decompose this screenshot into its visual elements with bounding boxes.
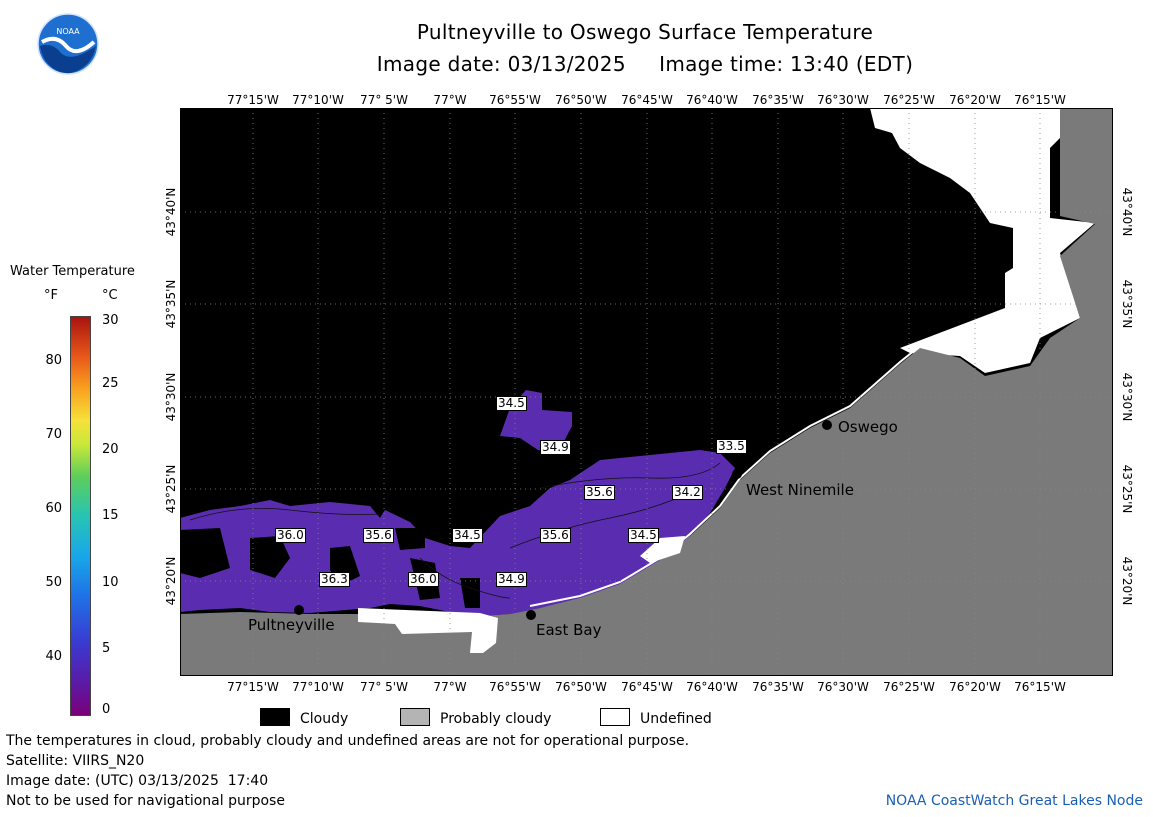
lat-label-right: 43°20'N bbox=[1120, 556, 1134, 606]
temperature-label: 36.0 bbox=[275, 528, 306, 543]
city-marker bbox=[294, 605, 304, 615]
temperature-label: 34.5 bbox=[496, 396, 527, 411]
lat-label-right: 43°35'N bbox=[1120, 279, 1134, 329]
tick-c: 0 bbox=[102, 702, 111, 717]
legend-label-cloudy: Cloudy bbox=[300, 711, 349, 727]
page-title: Pultneyville to Oswego Surface Temperatu… bbox=[416, 20, 874, 44]
tick-c: 30 bbox=[102, 313, 119, 328]
lon-label-top: 77° 5'W bbox=[360, 93, 408, 107]
legend-swatch-undefined bbox=[600, 708, 630, 726]
footer-note: The temperatures in cloud, probably clou… bbox=[6, 733, 690, 749]
lon-label-top: 77°W bbox=[433, 93, 467, 107]
lat-label-left: 43°20'N bbox=[164, 556, 178, 606]
tick-c: 25 bbox=[102, 376, 119, 391]
lon-label-bottom: 77°W bbox=[433, 680, 467, 694]
lon-label-top: 77°15'W bbox=[227, 93, 279, 107]
city-label-west-ninemile: West Ninemile bbox=[746, 481, 854, 499]
lon-label-bottom: 76°40'W bbox=[686, 680, 738, 694]
lon-label-bottom: 76°45'W bbox=[621, 680, 673, 694]
tick-f: 70 bbox=[45, 427, 62, 442]
unit-celsius: °C bbox=[102, 288, 118, 303]
lat-label-left: 43°35'N bbox=[164, 279, 178, 329]
lon-label-bottom: 76°35'W bbox=[752, 680, 804, 694]
temperature-label: 34.2 bbox=[672, 485, 703, 500]
lon-label-top: 76°35'W bbox=[752, 93, 804, 107]
lat-label-right: 43°40'N bbox=[1120, 187, 1134, 237]
temperature-label: 36.0 bbox=[408, 572, 439, 587]
tick-f: 60 bbox=[45, 501, 62, 516]
lon-label-top: 76°45'W bbox=[621, 93, 673, 107]
lon-label-bottom: 77°15'W bbox=[227, 680, 279, 694]
legend-label-probably-cloudy: Probably cloudy bbox=[440, 711, 552, 727]
temperature-label: 35.6 bbox=[540, 528, 571, 543]
legend-swatch-probably-cloudy bbox=[400, 708, 430, 726]
land-area bbox=[180, 108, 1113, 676]
footer-utc-date: Image date: (UTC) 03/13/2025 17:40 bbox=[6, 773, 269, 789]
city-label-pultneyville: Pultneyville bbox=[248, 616, 335, 634]
tick-c: 20 bbox=[102, 442, 119, 457]
lon-label-top: 76°25'W bbox=[883, 93, 935, 107]
lat-label-right: 43°25'N bbox=[1120, 464, 1134, 514]
lat-label-right: 43°30'N bbox=[1120, 372, 1134, 422]
temperature-label: 35.6 bbox=[363, 528, 394, 543]
temperature-label: 36.3 bbox=[319, 572, 350, 587]
lon-label-bottom: 76°50'W bbox=[555, 680, 607, 694]
footer-credit: NOAA CoastWatch Great Lakes Node bbox=[885, 793, 1143, 809]
temperature-label: 34.9 bbox=[540, 440, 571, 455]
lon-label-bottom: 76°25'W bbox=[883, 680, 935, 694]
tick-f: 50 bbox=[45, 575, 62, 590]
temperature-label: 34.5 bbox=[628, 528, 659, 543]
legend-swatch-cloudy bbox=[260, 708, 290, 726]
undefined-patch bbox=[358, 608, 498, 653]
city-marker bbox=[732, 469, 742, 479]
logo-text: NOAA bbox=[56, 27, 80, 36]
lon-label-bottom: 76°15'W bbox=[1014, 680, 1066, 694]
colorbar-title: Water Temperature bbox=[10, 264, 135, 279]
city-label-east-bay: East Bay bbox=[536, 621, 602, 639]
tick-f: 80 bbox=[45, 353, 62, 368]
tick-c: 5 bbox=[102, 641, 111, 656]
undefined-patch bbox=[640, 536, 685, 563]
tick-c: 15 bbox=[102, 508, 119, 523]
tick-c: 10 bbox=[102, 575, 119, 590]
footer-disclaimer: Not to be used for navigational purpose bbox=[6, 793, 285, 809]
temperature-label: 34.5 bbox=[452, 528, 483, 543]
city-label-oswego: Oswego bbox=[838, 418, 898, 436]
legend-label-undefined: Undefined bbox=[640, 711, 712, 727]
city-marker bbox=[822, 420, 832, 430]
unit-fahrenheit: °F bbox=[44, 288, 58, 303]
undefined-area bbox=[870, 108, 1095, 373]
temperature-label: 34.9 bbox=[496, 572, 527, 587]
footer-satellite: Satellite: VIIRS_N20 bbox=[6, 753, 145, 769]
lon-label-top: 76°15'W bbox=[1014, 93, 1066, 107]
lon-label-top: 76°50'W bbox=[555, 93, 607, 107]
lon-label-top: 76°20'W bbox=[949, 93, 1001, 107]
lon-label-bottom: 76°20'W bbox=[949, 680, 1001, 694]
lon-label-bottom: 77°10'W bbox=[292, 680, 344, 694]
page-subtitle: Image date: 03/13/2025 Image time: 13:40… bbox=[376, 52, 914, 76]
tick-f: 40 bbox=[45, 649, 62, 664]
lon-label-top: 76°55'W bbox=[489, 93, 541, 107]
noaa-logo-icon: NOAA bbox=[37, 13, 99, 75]
lon-label-bottom: 76°55'W bbox=[489, 680, 541, 694]
lon-label-bottom: 77° 5'W bbox=[360, 680, 408, 694]
lat-label-left: 43°40'N bbox=[164, 187, 178, 237]
lat-label-left: 43°30'N bbox=[164, 372, 178, 422]
lon-label-top: 76°30'W bbox=[817, 93, 869, 107]
lon-label-top: 76°40'W bbox=[686, 93, 738, 107]
lat-label-left: 43°25'N bbox=[164, 464, 178, 514]
lon-label-bottom: 76°30'W bbox=[817, 680, 869, 694]
city-marker bbox=[526, 610, 536, 620]
lon-label-top: 77°10'W bbox=[292, 93, 344, 107]
temperature-label: 33.5 bbox=[716, 439, 747, 454]
colorbar bbox=[70, 316, 91, 716]
temperature-map bbox=[180, 108, 1113, 676]
temperature-label: 35.6 bbox=[584, 485, 615, 500]
